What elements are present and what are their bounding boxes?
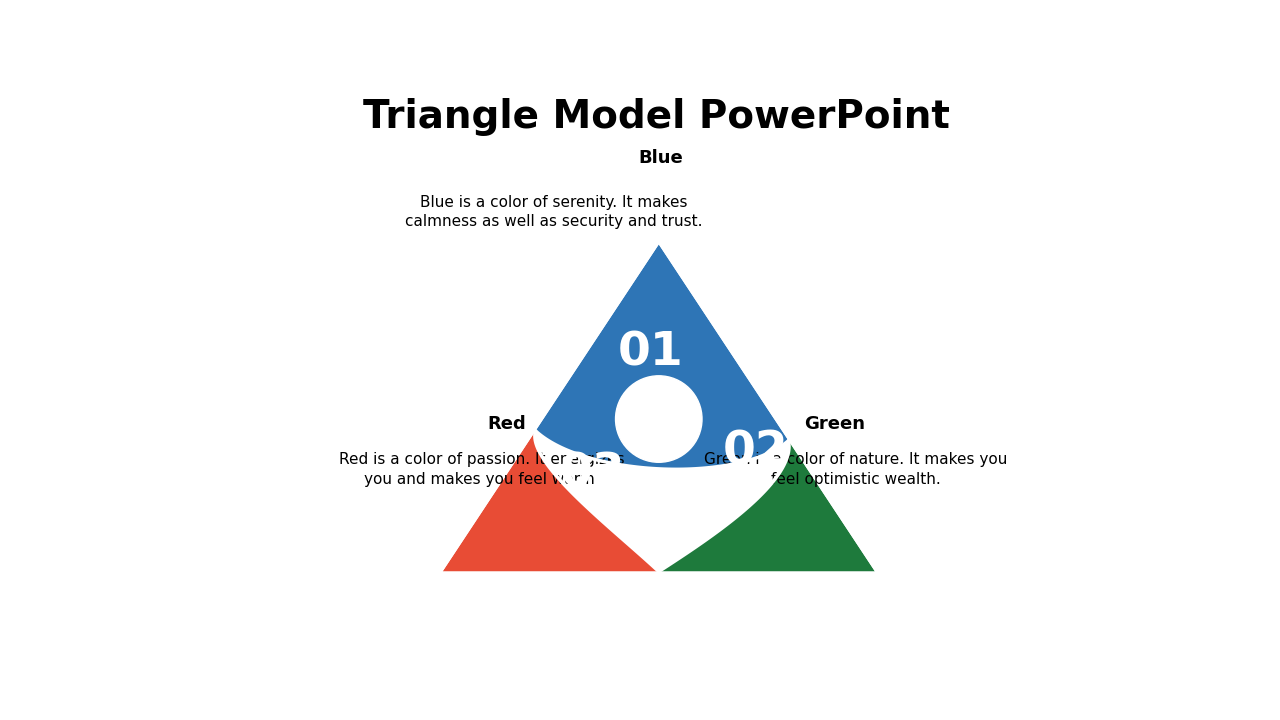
Text: Green: Green	[804, 415, 865, 433]
Text: Blue is a color of serenity. It makes
calmness as well as security and trust.: Blue is a color of serenity. It makes ca…	[404, 194, 703, 229]
Polygon shape	[443, 431, 659, 572]
Text: 01: 01	[617, 330, 684, 375]
Text: Green is a color of nature. It makes you
feel optimistic wealth.: Green is a color of nature. It makes you…	[704, 452, 1007, 487]
Polygon shape	[659, 441, 876, 572]
Text: 03: 03	[559, 452, 625, 497]
Polygon shape	[535, 244, 788, 469]
Text: Red: Red	[486, 415, 526, 433]
Circle shape	[616, 376, 701, 462]
Text: 02: 02	[723, 430, 788, 474]
Text: Blue: Blue	[637, 149, 682, 167]
Text: Triangle Model PowerPoint: Triangle Model PowerPoint	[362, 98, 950, 136]
Text: Red is a color of passion. It energizes
you and makes you feel warm.: Red is a color of passion. It energizes …	[338, 452, 625, 487]
